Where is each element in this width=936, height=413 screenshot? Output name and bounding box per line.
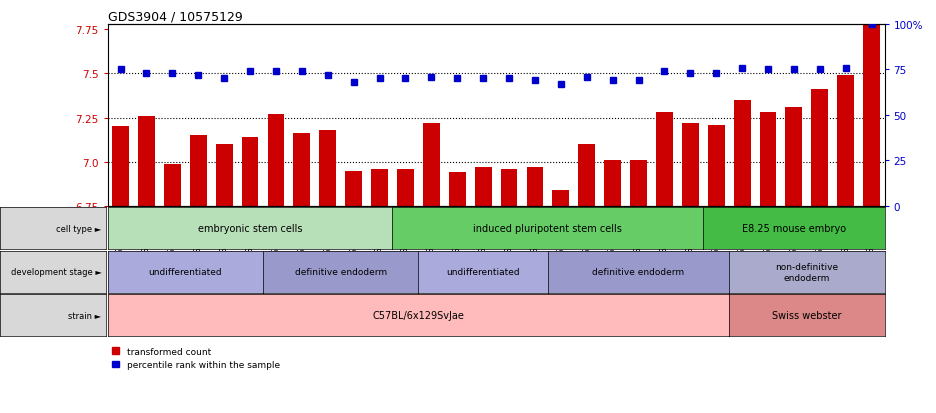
Bar xyxy=(578,145,595,206)
Bar xyxy=(241,138,258,206)
Bar xyxy=(268,115,285,206)
Text: Swiss webster: Swiss webster xyxy=(772,311,841,320)
Bar xyxy=(216,145,232,206)
Bar xyxy=(372,169,388,206)
Bar xyxy=(345,171,362,206)
Bar xyxy=(785,108,802,206)
Text: cell type ►: cell type ► xyxy=(56,224,101,233)
Bar xyxy=(475,168,491,206)
Bar xyxy=(760,113,776,206)
Bar xyxy=(630,161,647,206)
Bar xyxy=(682,123,698,206)
Bar xyxy=(319,131,336,206)
Bar xyxy=(552,191,569,206)
Text: induced pluripotent stem cells: induced pluripotent stem cells xyxy=(474,224,622,234)
Bar xyxy=(112,127,129,206)
Text: development stage ►: development stage ► xyxy=(10,268,101,277)
Bar xyxy=(838,76,854,206)
Bar xyxy=(708,125,724,206)
Bar xyxy=(190,136,207,206)
Text: definitive endoderm: definitive endoderm xyxy=(592,268,684,277)
Bar xyxy=(527,168,543,206)
Bar xyxy=(812,90,828,206)
Bar xyxy=(863,25,880,206)
Text: E8.25 mouse embryo: E8.25 mouse embryo xyxy=(742,224,846,234)
Text: GDS3904 / 10575129: GDS3904 / 10575129 xyxy=(108,11,242,24)
Text: strain ►: strain ► xyxy=(68,311,101,320)
Bar xyxy=(294,134,310,206)
Bar xyxy=(734,101,751,206)
Text: embryonic stem cells: embryonic stem cells xyxy=(197,224,302,234)
Bar xyxy=(605,161,621,206)
Bar xyxy=(139,116,154,206)
Text: undifferentiated: undifferentiated xyxy=(149,268,222,277)
Text: non-definitive
endoderm: non-definitive endoderm xyxy=(775,263,839,282)
Text: definitive endoderm: definitive endoderm xyxy=(295,268,387,277)
Bar xyxy=(397,169,414,206)
Bar xyxy=(164,164,181,206)
Bar xyxy=(423,123,440,206)
Text: C57BL/6x129SvJae: C57BL/6x129SvJae xyxy=(373,311,464,320)
Text: undifferentiated: undifferentiated xyxy=(446,268,519,277)
Bar xyxy=(501,169,518,206)
Bar xyxy=(449,173,465,206)
Bar xyxy=(656,113,673,206)
Legend: transformed count, percentile rank within the sample: transformed count, percentile rank withi… xyxy=(112,347,280,369)
